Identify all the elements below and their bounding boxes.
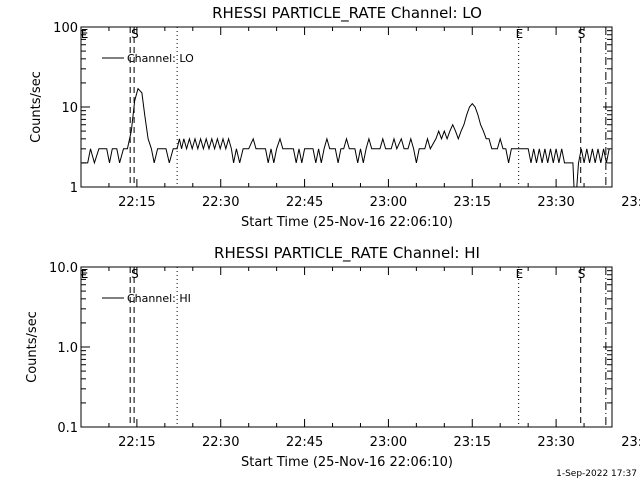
x-tick-label: 23:00 bbox=[370, 195, 407, 210]
event-marker-label: E bbox=[81, 267, 89, 281]
chart-title: RHESSI PARTICLE_RATE Channel: LO bbox=[212, 4, 482, 23]
event-marker-label: E bbox=[516, 27, 524, 41]
x-tick-label: 23:45 bbox=[621, 195, 640, 210]
y-axis-label: Counts/sec bbox=[29, 71, 44, 143]
x-tick-label: 23:30 bbox=[537, 435, 574, 450]
x-tick-label: 23:00 bbox=[370, 435, 407, 450]
y-tick-label: 1.0 bbox=[57, 341, 78, 356]
y-axis-label: Counts/sec bbox=[25, 311, 40, 383]
x-axis-label: Start Time (25-Nov-16 22:06:10) bbox=[241, 455, 453, 470]
x-tick-label: 22:30 bbox=[202, 195, 239, 210]
event-marker-label: E bbox=[516, 267, 524, 281]
y-tick-label: 0.1 bbox=[57, 421, 78, 436]
y-tick-label: 100 bbox=[53, 21, 78, 36]
event-marker-label: S bbox=[131, 27, 139, 41]
x-tick-label: 22:45 bbox=[286, 435, 323, 450]
event-marker-label: S bbox=[578, 267, 586, 281]
event-marker-label: S bbox=[578, 27, 586, 41]
plot-area: 22:15 22:30 22:45 23:00 23:15 23:30 23:45 1 10 10… bbox=[53, 21, 640, 210]
x-tick-label: 23:15 bbox=[454, 435, 491, 450]
x-tick-label: 23:30 bbox=[537, 195, 574, 210]
legend-label: Channel: LO bbox=[127, 52, 194, 65]
y-tick-label: 10 bbox=[61, 101, 78, 116]
x-axis-label: Start Time (25-Nov-16 22:06:10) bbox=[241, 215, 453, 230]
chart-panel-hi: RHESSI PARTICLE_RATE Channel: HI Start T… bbox=[25, 244, 640, 470]
chart-panel-lo: RHESSI PARTICLE_RATE Channel: LO Start T… bbox=[29, 4, 640, 230]
chart-title: RHESSI PARTICLE_RATE Channel: HI bbox=[214, 244, 480, 263]
x-tick-label: 23:45 bbox=[621, 435, 640, 450]
legend: Channel: LO bbox=[102, 52, 194, 65]
x-tick-label: 22:15 bbox=[118, 435, 155, 450]
x-tick-label: 22:15 bbox=[118, 195, 155, 210]
x-tick-label: 22:45 bbox=[286, 195, 323, 210]
axes-frame bbox=[80, 26, 613, 188]
axes-frame bbox=[80, 266, 613, 428]
x-tick-label: 22:30 bbox=[202, 435, 239, 450]
footer-timestamp: 1-Sep-2022 17:37 bbox=[556, 469, 637, 479]
legend: Channel: HI bbox=[102, 292, 191, 305]
legend-label: Channel: HI bbox=[127, 292, 191, 305]
y-tick-label: 10.0 bbox=[49, 261, 78, 276]
event-marker-label: S bbox=[131, 267, 139, 281]
y-tick-label: 1 bbox=[70, 181, 78, 196]
plot-area: 22:15 22:30 22:45 23:00 23:15 23:30 23:45 0.1 1.… bbox=[49, 261, 640, 450]
series-line bbox=[82, 87, 610, 188]
event-marker-label: E bbox=[81, 27, 89, 41]
x-tick-label: 23:15 bbox=[454, 195, 491, 210]
